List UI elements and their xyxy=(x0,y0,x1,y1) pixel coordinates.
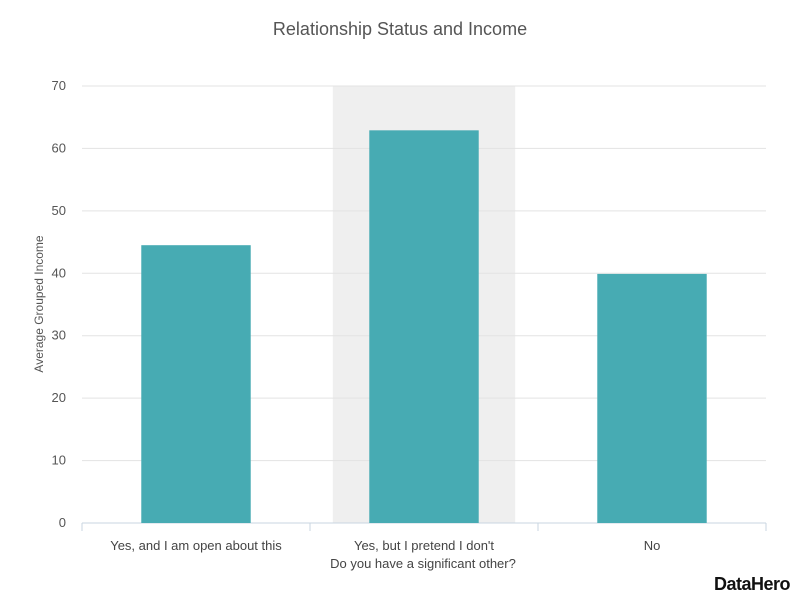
y-tick-label-layer: 0 10 20 30 40 50 60 70 xyxy=(52,78,66,530)
y-axis-title: Average Grouped Income xyxy=(32,235,46,373)
bar xyxy=(369,130,479,523)
chart-title: Relationship Status and Income xyxy=(273,19,527,39)
y-tick-label: 40 xyxy=(52,265,66,280)
y-tick-label: 60 xyxy=(52,140,66,155)
x-category-label: Yes, but I pretend I don't xyxy=(354,538,494,553)
y-tick-label: 10 xyxy=(52,453,66,468)
bar xyxy=(141,245,251,523)
y-tick-label: 20 xyxy=(52,390,66,405)
x-category-label: Yes, and I am open about this xyxy=(110,538,282,553)
datahero-logo: DataHero xyxy=(714,574,791,594)
x-category-label: No xyxy=(644,538,661,553)
x-category-label-layer: Yes, and I am open about this Yes, but I … xyxy=(110,538,660,553)
y-tick-label: 30 xyxy=(52,328,66,343)
bar-layer xyxy=(141,130,707,523)
x-axis-title: Do you have a significant other? xyxy=(330,556,516,571)
bar xyxy=(597,273,707,523)
y-tick-label: 50 xyxy=(52,203,66,218)
y-tick-label: 0 xyxy=(59,515,66,530)
y-tick-label: 70 xyxy=(52,78,66,93)
